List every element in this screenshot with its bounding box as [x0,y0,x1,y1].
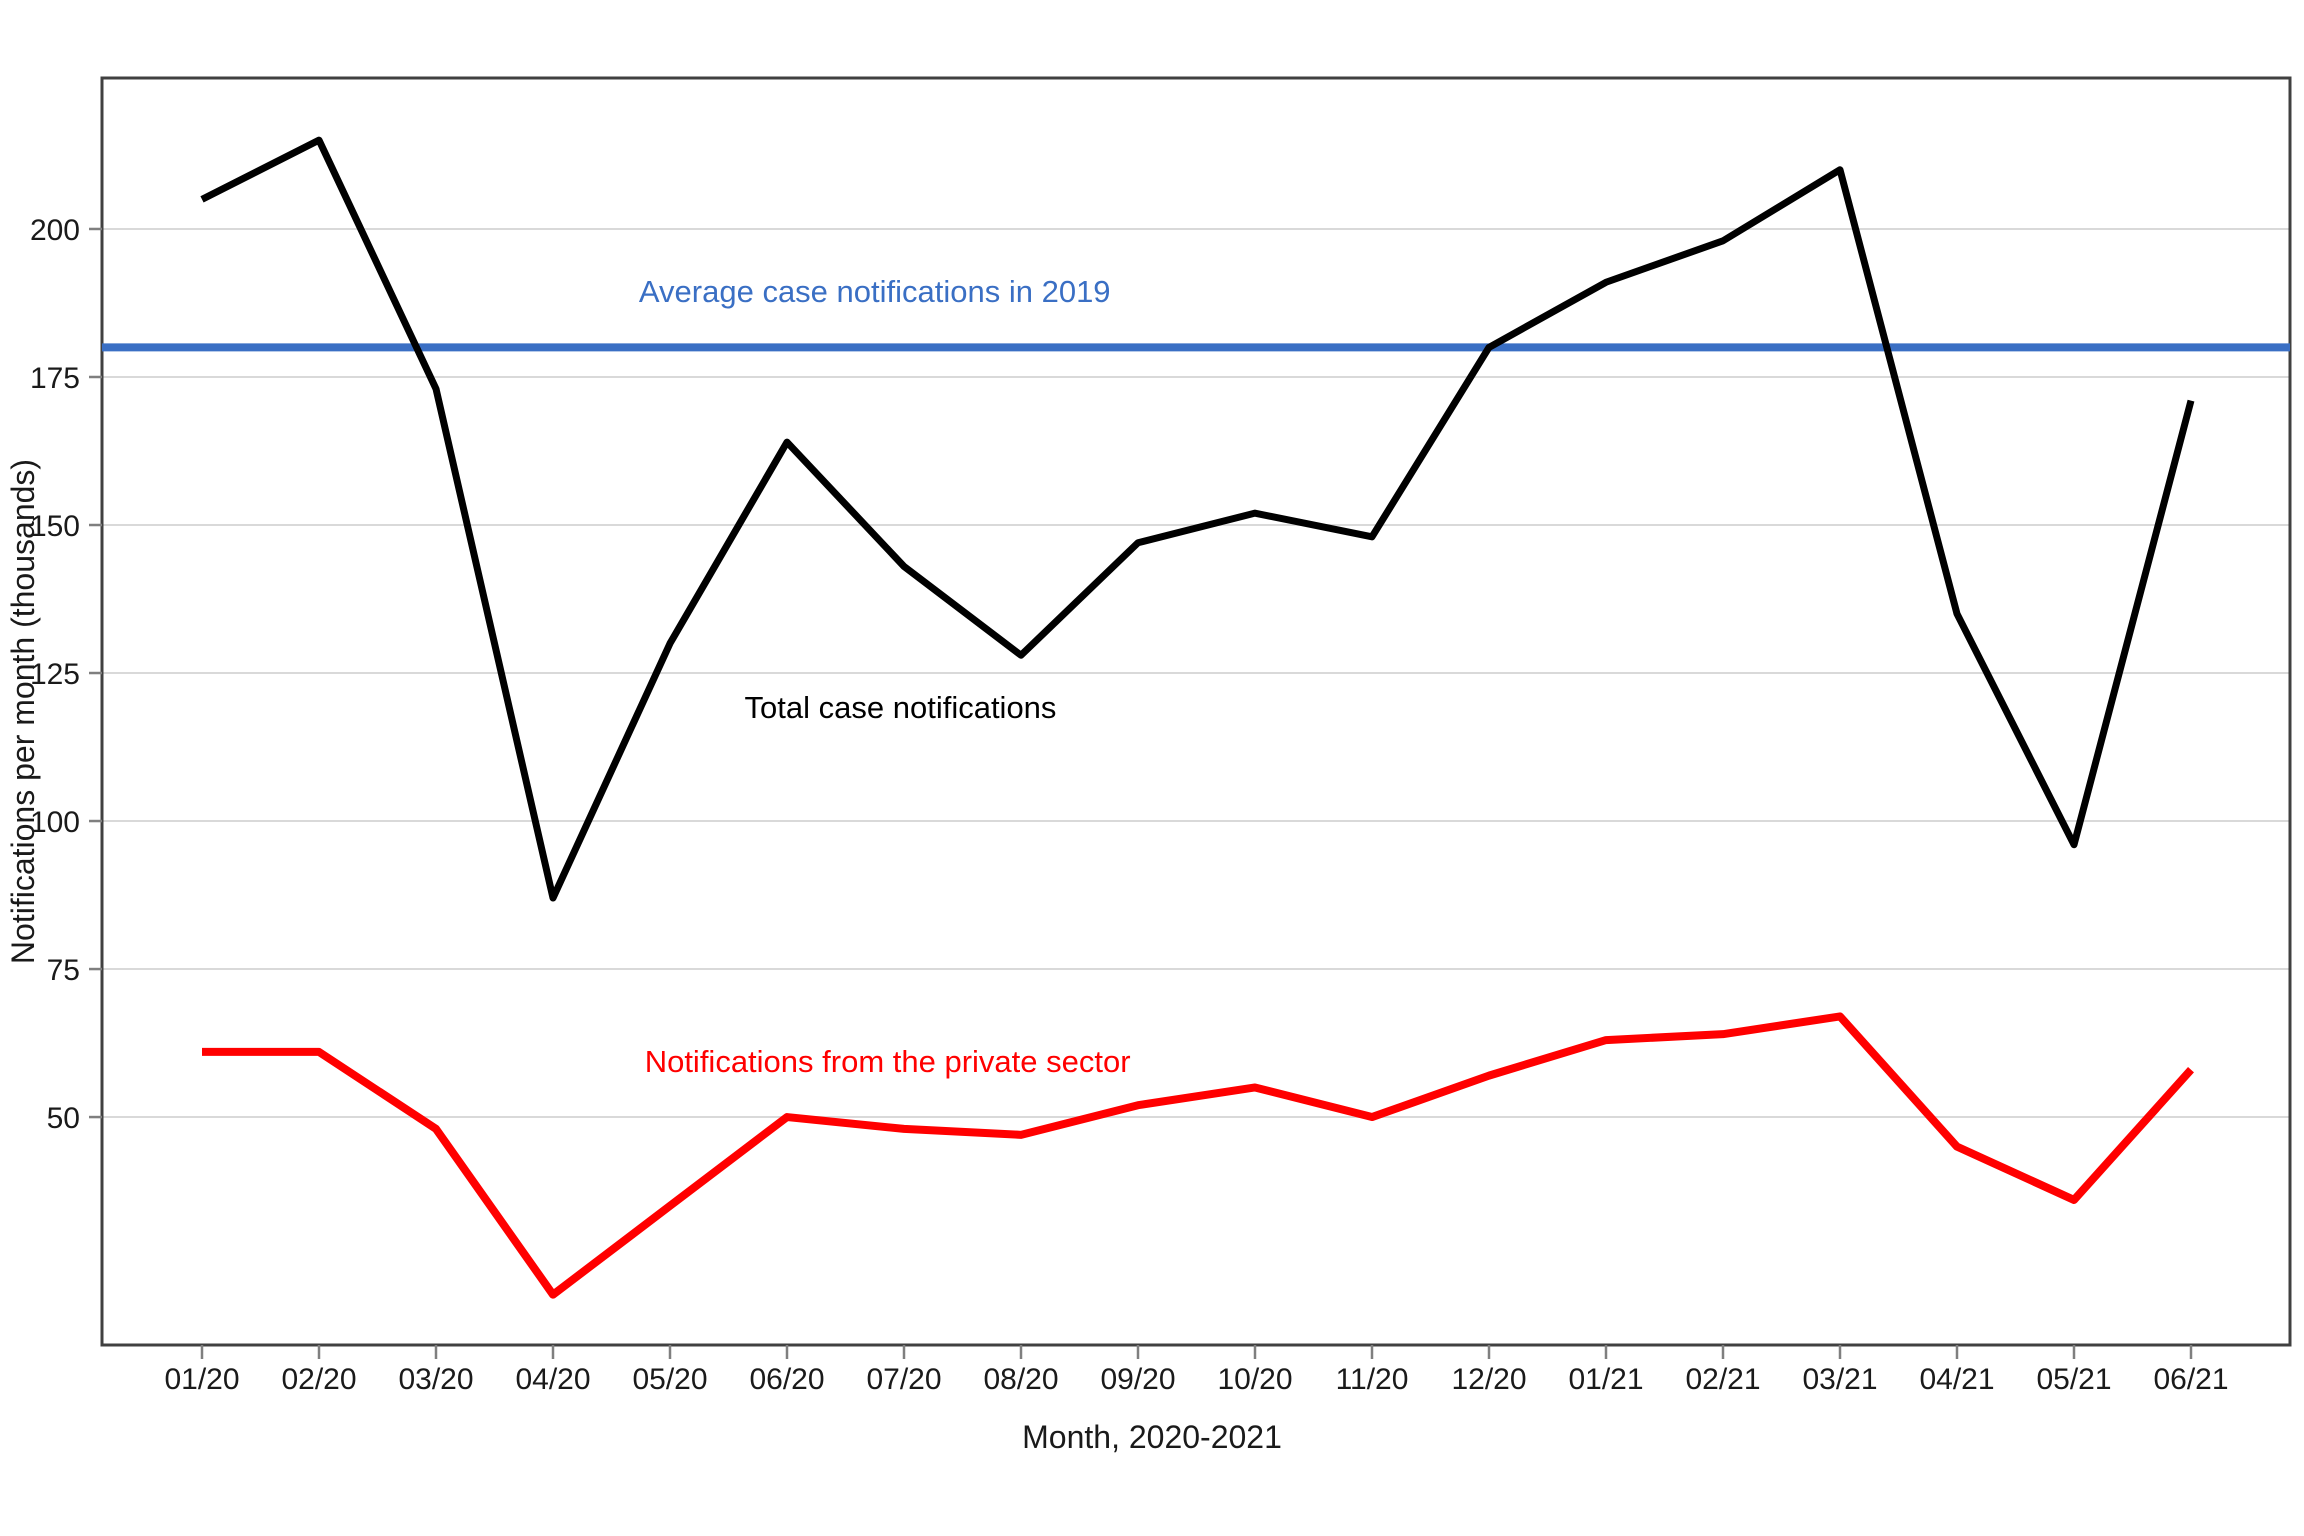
x-tick-label: 06/21 [2153,1363,2228,1396]
series-line-private [202,1012,2194,1299]
x-tick-label: 05/20 [632,1363,707,1396]
x-tick-label: 06/20 [749,1363,824,1396]
x-tick-label: 10/20 [1217,1363,1292,1396]
y-tick-label: 200 [30,214,80,247]
x-axis-title: Month, 2020-2021 [1022,1419,1282,1455]
x-tick-label: 11/20 [1336,1363,1409,1396]
x-tick-label: 07/20 [866,1363,941,1396]
y-tick-label: 150 [30,510,80,543]
x-tick-label: 02/20 [281,1363,356,1396]
y-axis-title: Notifications per month (thousands) [5,459,41,964]
x-tick-label: 02/21 [1685,1363,1760,1396]
x-tick-label: 03/20 [398,1363,473,1396]
annotation-label: Average case notifications in 2019 [639,274,1111,309]
y-tick-label: 75 [47,954,80,987]
x-tick-label: 01/21 [1568,1363,1643,1396]
annotation-label: Notifications from the private sector [645,1044,1131,1079]
x-tick-label: 04/20 [515,1363,590,1396]
x-tick-label: 04/21 [1919,1363,1994,1396]
y-tick-label: 100 [30,806,80,839]
x-tick-label: 09/20 [1100,1363,1175,1396]
x-tick-label: 01/20 [164,1363,239,1396]
series-line-total [200,136,2195,902]
x-tick-label: 08/20 [983,1363,1058,1396]
x-tick-label: 05/21 [2036,1363,2111,1396]
x-tick-label: 12/20 [1451,1363,1526,1396]
x-tick-label: 03/21 [1802,1363,1877,1396]
annotation-label: Total case notifications [745,690,1057,725]
y-tick-label: 125 [30,658,80,691]
y-tick-label: 175 [30,362,80,395]
y-tick-label: 50 [47,1102,80,1135]
plot-border [100,76,2292,1347]
